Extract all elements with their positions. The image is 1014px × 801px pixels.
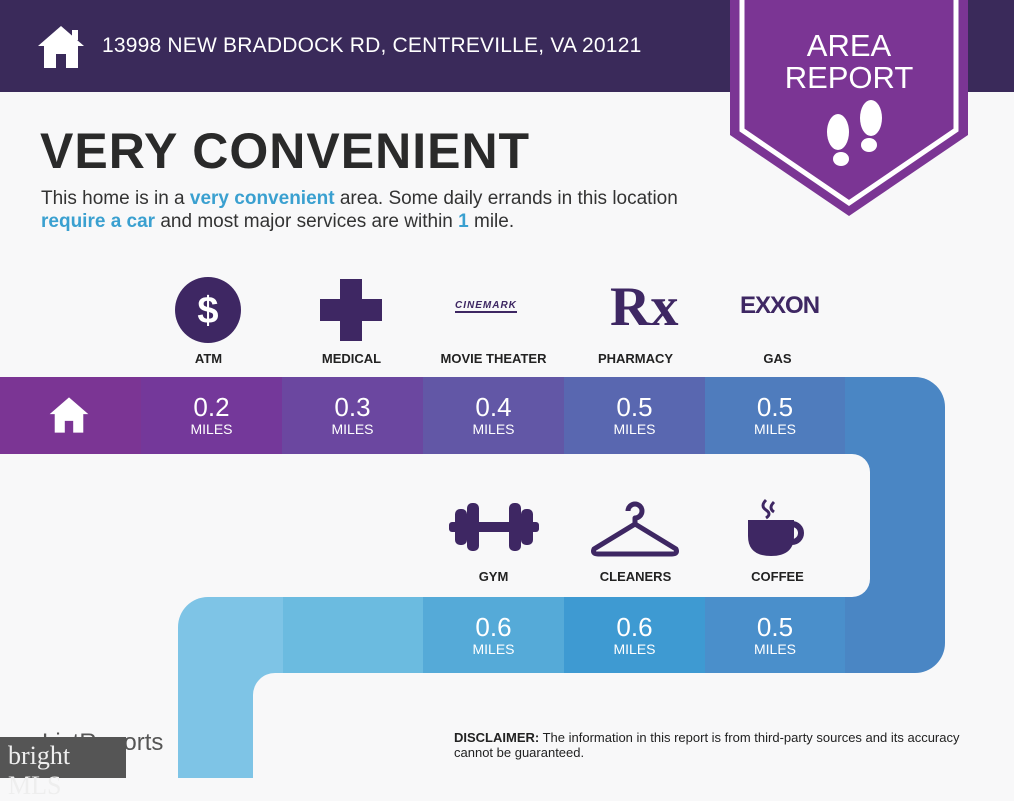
label-gas: GAS (763, 351, 792, 366)
distance-cell-gym: 0.6 MILES (423, 597, 564, 673)
label-cleaners: CLEANERS (599, 569, 672, 584)
badge-text: AREA REPORT (784, 28, 914, 95)
distance-cell-cleaners: 0.6 MILES (564, 597, 705, 673)
bright-mls-watermark: bright MLS (0, 737, 126, 800)
hanger-icon (591, 501, 679, 557)
dollar-icon: $ (175, 277, 241, 343)
route-gap (253, 673, 283, 778)
label-pharmacy: PHARMACY (597, 351, 674, 366)
label-movie-theater: MOVIE THEATER (440, 351, 547, 366)
dumbbell-icon (449, 503, 539, 551)
label-medical: MEDICAL (321, 351, 382, 366)
coffee-cup-icon (748, 498, 804, 556)
footprints-icon (827, 100, 882, 166)
medical-cross-icon (320, 279, 382, 341)
distance-cell-movie: 0.4 MILES (423, 377, 564, 454)
label-gym: GYM (478, 569, 509, 584)
distance-cell-pharmacy: 0.5 MILES (564, 377, 705, 454)
rx-icon: Rx (610, 276, 679, 338)
cinemark-logo: CINEMARK (455, 300, 517, 313)
page-title: VERY CONVENIENT (40, 123, 531, 179)
svg-text:$: $ (197, 290, 218, 332)
home-cell (0, 377, 141, 454)
distance-cell-medical: 0.3 MILES (282, 377, 423, 454)
distance-cell-coffee: 0.5 MILES (705, 597, 845, 673)
description: This home is in a very convenient area. … (41, 188, 678, 232)
distance-cell-gas: 0.5 MILES (705, 377, 845, 454)
exxon-logo: EXXON (740, 292, 820, 319)
area-report-badge (730, 0, 968, 216)
disclaimer: DISCLAIMER: The information in this repo… (454, 730, 960, 760)
route-segment (283, 597, 423, 673)
home-icon (49, 397, 89, 433)
route-gap (845, 454, 870, 597)
home-icon (38, 26, 84, 68)
label-coffee: COFFEE (751, 569, 804, 584)
address: 13998 NEW BRADDOCK RD, CENTREVILLE, VA 2… (102, 34, 642, 57)
label-atm: ATM (194, 351, 223, 366)
distance-cell-atm: 0.2 MILES (141, 377, 282, 454)
